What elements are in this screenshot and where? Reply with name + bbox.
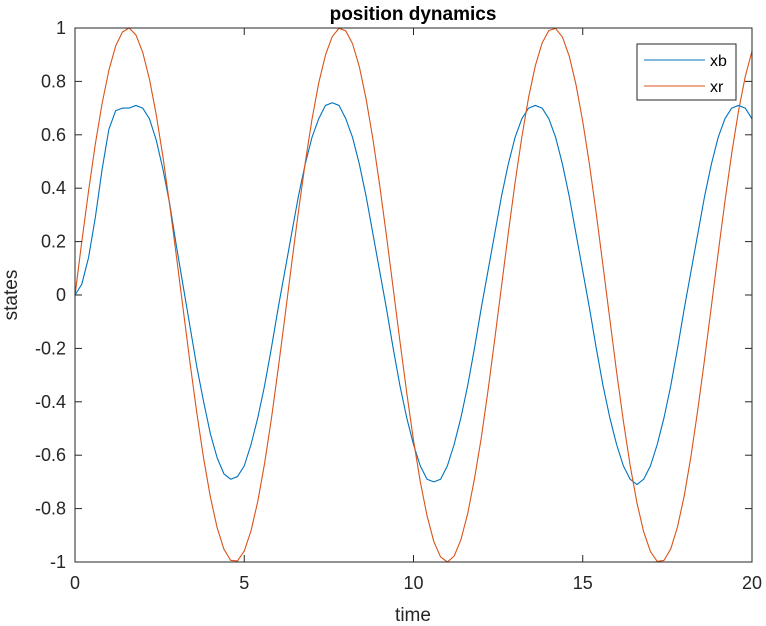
legend: xb xr xyxy=(636,43,737,101)
legend-label-xr: xr xyxy=(710,79,724,96)
y-tick-label: -0.8 xyxy=(35,499,66,519)
y-tick-label: -1 xyxy=(50,552,66,572)
x-tick-label: 15 xyxy=(573,573,593,593)
y-tick-label: -0.6 xyxy=(35,445,66,465)
x-tick-label: 10 xyxy=(403,573,423,593)
x-tick-label: 0 xyxy=(70,573,80,593)
series-line-xb xyxy=(74,102,753,486)
y-tick-label: 0.8 xyxy=(41,71,66,91)
plot-area xyxy=(75,28,752,562)
chart-title: position dynamics xyxy=(330,4,497,25)
legend-box xyxy=(636,43,737,101)
y-tick-label: 0 xyxy=(56,285,66,305)
y-tick-label: 1 xyxy=(56,18,66,38)
legend-label-xb: xb xyxy=(710,53,727,70)
y-axis-label: states xyxy=(1,270,22,321)
y-tick-label: -0.4 xyxy=(35,392,66,412)
x-tick-label: 20 xyxy=(742,573,762,593)
x-tick-label: 5 xyxy=(239,573,249,593)
series-line-xr xyxy=(74,27,753,563)
y-tick-label: 0.4 xyxy=(41,178,66,198)
x-axis-label: time xyxy=(395,605,431,626)
y-tick-label: 0.6 xyxy=(41,125,66,145)
y-tick-label: -0.2 xyxy=(35,338,66,358)
y-tick-label: 0.2 xyxy=(41,232,66,252)
